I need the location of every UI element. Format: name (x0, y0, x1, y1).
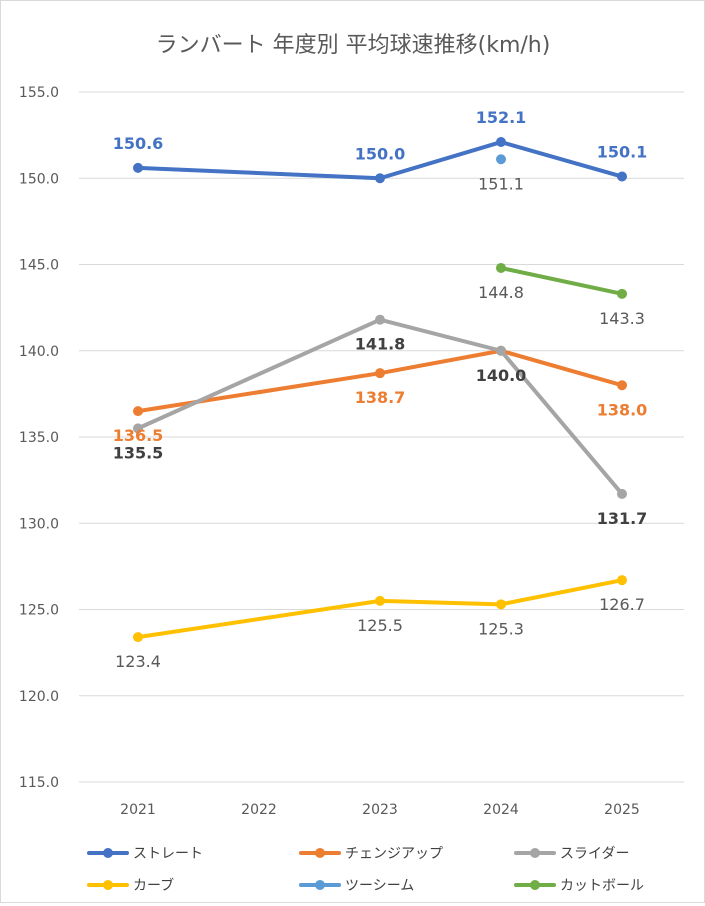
data-label: 135.5 (113, 443, 164, 462)
y-tick-label: 145.0 (19, 258, 59, 274)
legend-marker (530, 880, 540, 890)
data-label: 150.6 (113, 134, 164, 153)
data-point-marker (617, 575, 627, 586)
y-tick-label: 155.0 (19, 85, 59, 101)
data-label: 125.5 (357, 616, 403, 635)
series-line (136, 348, 624, 414)
y-tick-label: 125.0 (19, 603, 59, 619)
data-label: 150.1 (597, 143, 648, 162)
data-point-marker (617, 380, 627, 391)
chart-title: ランバート 年度別 平均球速推移(km/h) (156, 33, 551, 58)
data-point-marker (617, 171, 627, 182)
data-point-marker (496, 262, 506, 273)
data-point-marker (496, 599, 506, 610)
legend-marker (530, 848, 540, 858)
data-point-marker (496, 137, 506, 148)
data-label: 151.1 (478, 174, 524, 193)
legend-label: カーブ (133, 877, 174, 894)
legend-label: カットボール (560, 878, 644, 894)
data-point-marker (133, 632, 143, 643)
data-point-marker (617, 488, 627, 499)
data-point-marker (375, 173, 385, 184)
data-label: 138.0 (597, 400, 648, 419)
x-axis-tick-labels: 2021 2022 2023 2024 2025 (120, 802, 640, 818)
data-label: 150.0 (355, 144, 406, 163)
x-tick-label: 2024 (483, 802, 519, 818)
series-lines (133, 137, 627, 643)
y-axis-tick-labels: 155.0 150.0 145.0 140.0 135.0 130.0 125.0 120.0… (19, 85, 59, 791)
data-point-marker (496, 345, 506, 356)
y-tick-label: 135.0 (19, 430, 59, 446)
data-point-marker (133, 406, 143, 417)
legend-marker (103, 848, 113, 858)
data-label: 140.0 (476, 366, 527, 385)
data-labels: 150.6 150.0 152.1 150.1 136.5 138.7 140.0 138.0… (113, 108, 648, 671)
series-line (136, 578, 624, 640)
data-label: 141.8 (355, 335, 406, 354)
data-label: 131.7 (597, 509, 648, 528)
data-label: 125.3 (478, 619, 524, 638)
data-label: 126.7 (599, 595, 645, 614)
data-label: 138.7 (355, 388, 406, 407)
y-tick-label: 140.0 (19, 344, 59, 360)
y-tick-label: 120.0 (19, 689, 59, 705)
y-tick-label: 115.0 (19, 775, 59, 791)
legend-label: スライダー (560, 846, 629, 862)
data-point-marker (375, 314, 385, 325)
x-tick-label: 2022 (241, 802, 277, 818)
data-label: 143.3 (599, 309, 645, 328)
series-line (136, 317, 624, 496)
y-tick-label: 150.0 (19, 171, 59, 187)
data-label: 144.8 (478, 283, 524, 302)
legend-label: ストレート (133, 846, 203, 862)
x-tick-label: 2021 (120, 802, 156, 818)
data-point-marker (133, 162, 143, 173)
gridlines (79, 91, 684, 783)
data-label: 123.4 (115, 652, 161, 671)
legend-marker (315, 848, 325, 858)
legend-label: ツーシーム (345, 878, 414, 894)
x-tick-label: 2023 (362, 802, 398, 818)
data-point-marker (496, 154, 506, 165)
series-line (136, 140, 624, 181)
legend-marker (315, 880, 325, 890)
data-point-marker (375, 368, 385, 379)
data-label: 152.1 (476, 108, 527, 127)
data-label: 136.5 (113, 426, 164, 445)
data-point-marker (617, 288, 627, 299)
x-tick-label: 2025 (604, 802, 640, 818)
legend-marker (103, 880, 113, 890)
data-point-marker (375, 595, 385, 606)
series-line (499, 265, 624, 296)
legend-label: チェンジアップ (345, 846, 443, 862)
y-tick-label: 130.0 (19, 516, 59, 532)
data-point-marker (133, 423, 143, 434)
